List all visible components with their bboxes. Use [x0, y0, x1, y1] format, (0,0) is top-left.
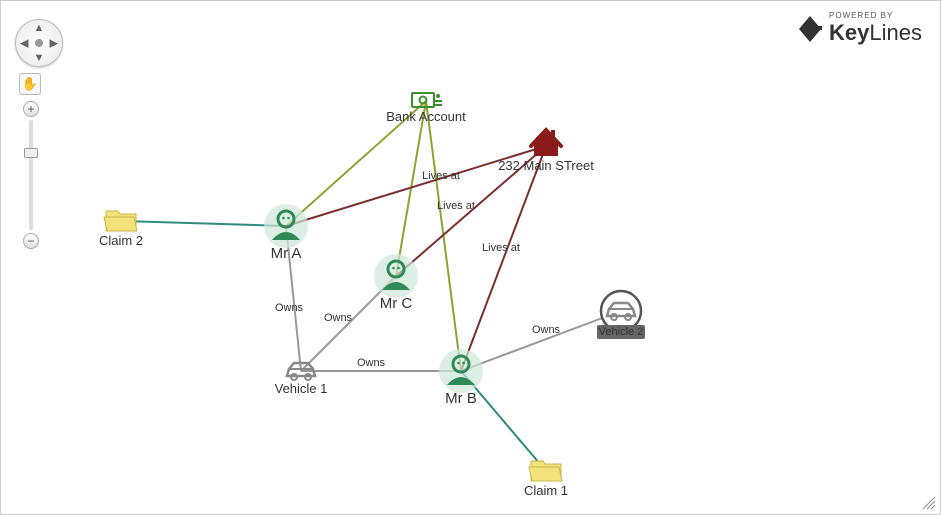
node-bank[interactable]: Bank Account — [386, 93, 466, 124]
node-label: Mr B — [445, 390, 477, 407]
zoom-slider-handle[interactable] — [24, 148, 38, 158]
brand-name: KeyLines — [829, 20, 922, 45]
node-label: Mr A — [271, 245, 302, 262]
edge-label: Owns — [275, 302, 304, 314]
node-claim1[interactable]: Claim 1 — [524, 461, 568, 498]
pan-control[interactable]: ▲ ▼ ◀ ▶ — [15, 19, 63, 67]
zoom-out-button[interactable]: − — [23, 233, 39, 249]
edge-label: Owns — [532, 324, 561, 336]
node-mrA[interactable]: Mr A — [264, 204, 308, 262]
node-label: 232 Main STreet — [498, 158, 594, 173]
edge-mrB-house[interactable] — [461, 146, 546, 371]
pan-left-icon[interactable]: ◀ — [20, 37, 28, 50]
node-label: Claim 1 — [524, 483, 568, 498]
node-claim2[interactable]: Claim 2 — [99, 211, 143, 248]
node-mrC[interactable]: Mr C — [374, 254, 418, 312]
resize-handle-icon[interactable] — [922, 496, 936, 510]
edge-label: Lives at — [482, 242, 520, 254]
node-vehicle2[interactable]: Vehicle 2 — [597, 291, 645, 339]
pan-up-icon[interactable]: ▲ — [34, 22, 45, 34]
pan-center-icon[interactable] — [35, 39, 43, 47]
powered-by-label: POWERED BY — [829, 11, 922, 20]
graph-canvas[interactable]: Lives at Lives at Lives at Owns Owns Owns Owns… — [0, 0, 941, 515]
node-mrB[interactable]: Mr B — [439, 349, 483, 407]
hand-icon: ✋ — [22, 76, 38, 92]
pan-right-icon[interactable]: ▶ — [50, 37, 58, 50]
zoom-in-button[interactable]: + — [23, 101, 39, 117]
edge-label: Lives at — [437, 200, 475, 212]
node-house[interactable]: 232 Main STreet — [498, 130, 594, 173]
node-label: Vehicle 1 — [275, 381, 328, 396]
edge-label: Lives at — [422, 170, 460, 182]
edge-claim2-mrA[interactable] — [121, 221, 286, 226]
brand-logo: POWERED BY KeyLines — [797, 11, 922, 46]
hand-tool-button[interactable]: ✋ — [19, 73, 41, 95]
node-label: Claim 2 — [99, 233, 143, 248]
node-label: Mr C — [380, 295, 413, 312]
zoom-control[interactable]: + − — [23, 101, 39, 249]
node-label: Bank Account — [386, 109, 466, 124]
edge-label: Owns — [357, 357, 386, 369]
zoom-slider-track[interactable] — [29, 120, 33, 230]
edge-mrB-vehicle2[interactable] — [461, 311, 621, 371]
keylines-icon — [797, 14, 823, 44]
pan-down-icon[interactable]: ▼ — [34, 52, 45, 64]
edge-label: Owns — [324, 312, 353, 324]
node-label: Vehicle 2 — [599, 326, 644, 338]
